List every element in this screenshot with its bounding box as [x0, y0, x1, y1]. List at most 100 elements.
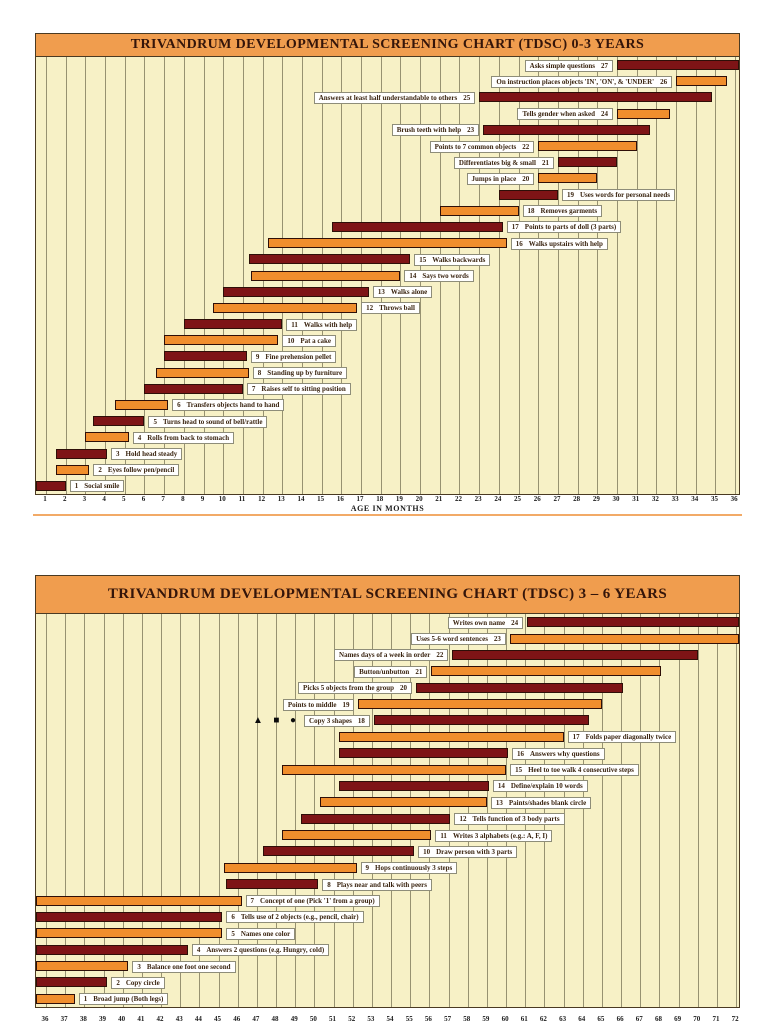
axis-tick-label: 65: [597, 1015, 605, 1023]
milestone-text: Hold head steady: [125, 450, 178, 459]
axis-tick-label: 8: [181, 495, 185, 503]
milestone-text: Uses 5-6 word sentences: [416, 635, 488, 644]
axis-tick-label: 49: [290, 1015, 298, 1023]
month-gridline: [391, 614, 393, 1007]
milestone-label-1: 1 Broad jump (Both legs): [78, 993, 169, 1006]
month-gridline: [715, 57, 717, 494]
milestone-number: 2: [116, 978, 120, 987]
axis-tick-label: 31: [632, 495, 640, 503]
milestone-label-16: 16 Walks upstairs with help: [510, 237, 608, 250]
month-gridline: [429, 614, 431, 1007]
milestone-label-21: Button/unbutton 21: [354, 665, 428, 678]
milestone-bar-17: [331, 221, 503, 232]
axis-tick-label: 57: [444, 1015, 452, 1023]
milestone-number: 10: [287, 336, 295, 345]
month-gridline: [371, 614, 373, 1007]
milestone-number: 19: [566, 191, 574, 200]
milestone-number: 1: [74, 482, 79, 491]
axis-tick-label: 32: [651, 495, 659, 503]
milestone-bar-6: [114, 399, 169, 410]
milestone-label-box: 16 Answers why questions: [511, 747, 605, 760]
month-gridline: [697, 614, 699, 1007]
milestone-text: Concept of one (Pick '1' from a group): [260, 897, 375, 906]
milestone-label-box: Picks 5 objects from the group 20: [298, 682, 412, 695]
milestone-bar-14: [250, 270, 401, 281]
milestone-number: 26: [660, 77, 668, 86]
milestone-label-box: Names days of a week in order 22: [334, 649, 449, 662]
axis-tick-label: 52: [348, 1015, 356, 1023]
month-gridline: [621, 614, 623, 1007]
milestone-label-box: 8 Plays near and talk with peers: [322, 878, 432, 891]
month-gridline: [582, 614, 584, 1007]
month-gridline: [735, 57, 737, 494]
month-gridline: [448, 614, 450, 1007]
milestone-number: 8: [327, 880, 331, 889]
axis-tick-label: 64: [578, 1015, 586, 1023]
milestone-bar-19: [358, 699, 602, 710]
milestone-label-box: Asks simple questions 27: [524, 59, 614, 72]
axis-tick-label: 61: [520, 1015, 528, 1023]
milestone-bar-5: [36, 928, 223, 939]
axis-tick-label: 22: [454, 495, 462, 503]
milestone-label-20: Picks 5 objects from the group 20: [298, 682, 412, 695]
month-gridline: [223, 57, 225, 494]
milestone-number: 19: [342, 700, 350, 709]
milestone-number: 6: [231, 913, 235, 922]
milestone-label-26: On instruction places objects 'IN', 'ON'…: [491, 75, 673, 88]
milestone-number: 13: [495, 798, 503, 807]
milestone-text: On instruction places objects 'IN', 'ON'…: [496, 77, 655, 86]
milestone-bar-18: [439, 205, 519, 216]
milestone-label-box: Differentiates big & small 21: [453, 156, 554, 169]
milestone-label-21: Differentiates big & small 21: [453, 156, 554, 169]
axis-tick-label: 47: [252, 1015, 260, 1023]
axis-tick-label: 26: [533, 495, 541, 503]
milestone-bar-1: [36, 480, 66, 491]
milestone-text: Transfers objects hand to hand: [186, 401, 280, 410]
milestone-label-box: 1 Broad jump (Both legs): [78, 993, 169, 1006]
month-gridline: [640, 614, 642, 1007]
milestone-label-box: 1 Social smile: [69, 480, 125, 493]
milestone-label-22: Points to 7 common objects 22: [429, 140, 535, 153]
milestone-label-18: ▲ ■ ● Copy 3 shapes 18: [253, 714, 370, 727]
milestone-label-box: 10 Draw person with 3 parts: [418, 845, 518, 858]
milestone-number: 7: [251, 385, 256, 394]
milestone-number: 4: [196, 946, 201, 955]
milestone-number: 8: [257, 369, 262, 378]
milestone-text: Jumps in place: [471, 174, 517, 183]
milestone-text: Uses words for personal needs: [579, 191, 671, 200]
copy-shapes-icons: ▲ ■ ●: [253, 714, 301, 726]
milestone-text: Names one color: [240, 929, 291, 938]
milestone-bar-22: [452, 649, 698, 660]
milestone-number: 4: [137, 433, 142, 442]
milestone-text: Writes 3 alphabets (e.g.: A, F, I): [452, 831, 548, 840]
axis-tick-label: 40: [118, 1015, 126, 1023]
milestone-label-10: 10 Pat a cake: [282, 334, 337, 347]
milestone-text: Tells gender when asked: [522, 110, 596, 119]
milestone-bar-15: [281, 764, 507, 775]
milestone-text: Points to middle: [287, 700, 337, 709]
axis-tick-label: 58: [463, 1015, 471, 1023]
milestone-bar-13: [223, 286, 369, 297]
milestone-text: Define/explain 10 words: [510, 782, 583, 791]
month-gridline: [161, 614, 163, 1007]
milestone-text: Tells use of 2 objects (e.g., pencil, ch…: [240, 913, 359, 922]
milestone-bar-18: [373, 715, 589, 726]
milestone-label-box: 12 Tells function of 3 body parts: [454, 813, 565, 826]
milestone-label-box: 17 Folds paper diagonally twice: [567, 731, 677, 744]
month-gridline: [352, 614, 354, 1007]
month-gridline: [276, 614, 278, 1007]
milestone-text: Fine prehension pellet: [265, 352, 332, 361]
milestone-text: Paints/shades blank circle: [508, 798, 587, 807]
milestone-text: Throws ball: [379, 304, 415, 313]
milestone-label-13: 13 Paints/shades blank circle: [490, 796, 592, 809]
axis-tick-label: 48: [271, 1015, 279, 1023]
axis-tick-label: 9: [200, 495, 205, 503]
milestone-text: Points to parts of doll (3 parts): [524, 223, 617, 232]
axis-tick-label: 50: [309, 1015, 317, 1023]
milestone-label-12: 12 Throws ball: [361, 302, 420, 315]
month-gridline: [544, 614, 546, 1007]
month-gridline: [636, 57, 638, 494]
tdsc-3-6-chart-panel: TRIVANDRUM DEVELOPMENTAL SCREENING CHART…: [35, 575, 740, 1008]
milestone-label-6: 6 Transfers objects hand to hand: [172, 399, 285, 412]
